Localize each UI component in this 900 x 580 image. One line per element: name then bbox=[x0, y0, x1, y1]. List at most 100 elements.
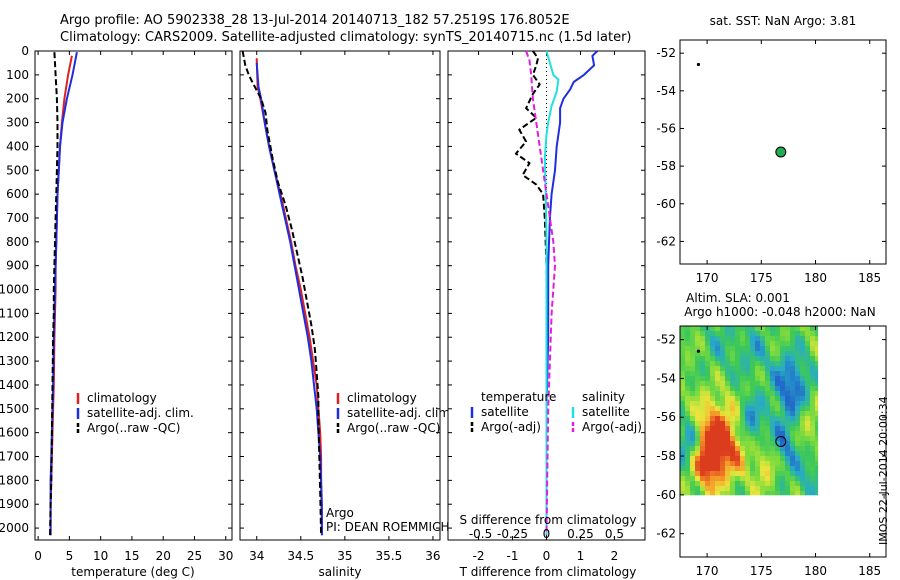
map-sla-cell bbox=[760, 366, 766, 372]
difference-series-0 bbox=[545, 50, 599, 536]
map-sla-cell bbox=[750, 486, 756, 492]
map-sla-cell bbox=[805, 476, 811, 482]
map_sla-ytick-label: -52 bbox=[656, 333, 676, 347]
map-sla-cell bbox=[770, 421, 776, 427]
map-sla-cell bbox=[770, 461, 776, 467]
map-sla-cell bbox=[685, 456, 691, 462]
map-sla-cell bbox=[740, 456, 746, 462]
map-sla-cell bbox=[770, 361, 776, 367]
map-sla-cell bbox=[810, 346, 816, 352]
map-sla-cell bbox=[790, 336, 796, 342]
map-sla-cell bbox=[755, 466, 761, 472]
map-sla-cell bbox=[700, 346, 706, 352]
map-sla-cell bbox=[800, 356, 806, 362]
map-sla-cell bbox=[790, 396, 796, 402]
map-sla-cell bbox=[680, 381, 686, 387]
map-sla-cell bbox=[705, 351, 711, 357]
map-sla-cell bbox=[775, 481, 781, 487]
map-sla-cell bbox=[800, 416, 806, 422]
salinity-annotation-pi: PI: DEAN ROEMMICH bbox=[326, 520, 449, 534]
map-sla-cell bbox=[685, 426, 691, 432]
map-sla-cell bbox=[815, 451, 819, 457]
map-sla-cell bbox=[685, 451, 691, 457]
map-sla-cell bbox=[695, 331, 701, 337]
map-sla-cell bbox=[795, 351, 801, 357]
map-sla-cell bbox=[710, 461, 716, 467]
map-sla-cell bbox=[800, 371, 806, 377]
map-sla-cell bbox=[700, 461, 706, 467]
map-sla-cell bbox=[685, 466, 691, 472]
map-sla-cell bbox=[805, 356, 811, 362]
map-sla-cell bbox=[755, 486, 761, 492]
map-sla-cell bbox=[785, 411, 791, 417]
map-sla-cell bbox=[735, 406, 741, 412]
map-sla-side-label: IMOS 22-Jul-2014 20:00:34 bbox=[877, 396, 890, 545]
map-sla-cell bbox=[705, 326, 711, 332]
map-sla-cell bbox=[795, 341, 801, 347]
map-sla-cell bbox=[700, 366, 706, 372]
map-sla-cell bbox=[685, 421, 691, 427]
map-sla-cell bbox=[685, 431, 691, 437]
map-sla-cell bbox=[800, 451, 806, 457]
map-sla-cell bbox=[685, 336, 691, 342]
map-sla-cell bbox=[755, 346, 761, 352]
map-sla-cell bbox=[805, 426, 811, 432]
map-sla-cell bbox=[780, 326, 786, 332]
map-sla-cell bbox=[790, 376, 796, 382]
map-sla-cell bbox=[680, 416, 686, 422]
salinity-annotation-argo: Argo bbox=[326, 506, 354, 520]
map-sla-cell bbox=[725, 491, 731, 496]
map-sla-cell bbox=[770, 491, 776, 496]
map-sla-cell bbox=[720, 426, 726, 432]
map-sla-cell bbox=[785, 386, 791, 392]
map-sla-cell bbox=[730, 471, 736, 477]
map-sla-cell bbox=[815, 401, 819, 407]
map-sla-cell bbox=[680, 426, 686, 432]
map-sla-cell bbox=[705, 486, 711, 492]
map-sla-cell bbox=[730, 356, 736, 362]
map-sla-cell bbox=[770, 336, 776, 342]
map-sla-cell bbox=[765, 416, 771, 422]
map-sla-cell bbox=[775, 436, 781, 442]
map-sla-cell bbox=[775, 411, 781, 417]
map-sla-cell bbox=[740, 331, 746, 337]
map-sla-cell bbox=[805, 391, 811, 397]
map-sla-cell bbox=[730, 366, 736, 372]
map-sla-cell bbox=[780, 366, 786, 372]
map-sla-cell bbox=[770, 346, 776, 352]
map-sla-cell bbox=[760, 461, 766, 467]
map-sla-cell bbox=[785, 326, 791, 332]
map-sla-cell bbox=[700, 436, 706, 442]
map-sla-cell bbox=[770, 331, 776, 337]
map-sla-cell bbox=[750, 381, 756, 387]
map-sla-cell bbox=[790, 451, 796, 457]
map-sla-cell bbox=[705, 376, 711, 382]
map-sla-cell bbox=[735, 346, 741, 352]
map-sla-cell bbox=[710, 411, 716, 417]
map-sla-cell bbox=[805, 486, 811, 492]
map-sla-cell bbox=[695, 341, 701, 347]
map-sla-field bbox=[680, 326, 819, 496]
map-sla-cell bbox=[815, 436, 819, 442]
map-sla-cell bbox=[685, 326, 691, 332]
map-sla-cell bbox=[725, 396, 731, 402]
map-sla-cell bbox=[690, 366, 696, 372]
map-sla-cell bbox=[775, 376, 781, 382]
map-sla-cell bbox=[785, 371, 791, 377]
map-sla-cell bbox=[810, 411, 816, 417]
map-sla-cell bbox=[700, 331, 706, 337]
difference-xtick-label: -1 bbox=[507, 549, 519, 563]
map-sla-cell bbox=[715, 401, 721, 407]
map-sla-cell bbox=[680, 461, 686, 467]
map-sla-cell bbox=[740, 371, 746, 377]
map-sla-cell bbox=[750, 441, 756, 447]
salinity-xtick-label: 34 bbox=[249, 549, 264, 563]
map-sla-cell bbox=[700, 351, 706, 357]
map-sla-cell bbox=[730, 481, 736, 487]
map-sla-cell bbox=[720, 401, 726, 407]
map-sla-cell bbox=[775, 466, 781, 472]
map-sla-cell bbox=[815, 366, 819, 372]
depth-tick-label: 1500 bbox=[0, 402, 29, 416]
map-sla-cell bbox=[810, 471, 816, 477]
map_sla-ytick-label: -58 bbox=[656, 449, 676, 463]
